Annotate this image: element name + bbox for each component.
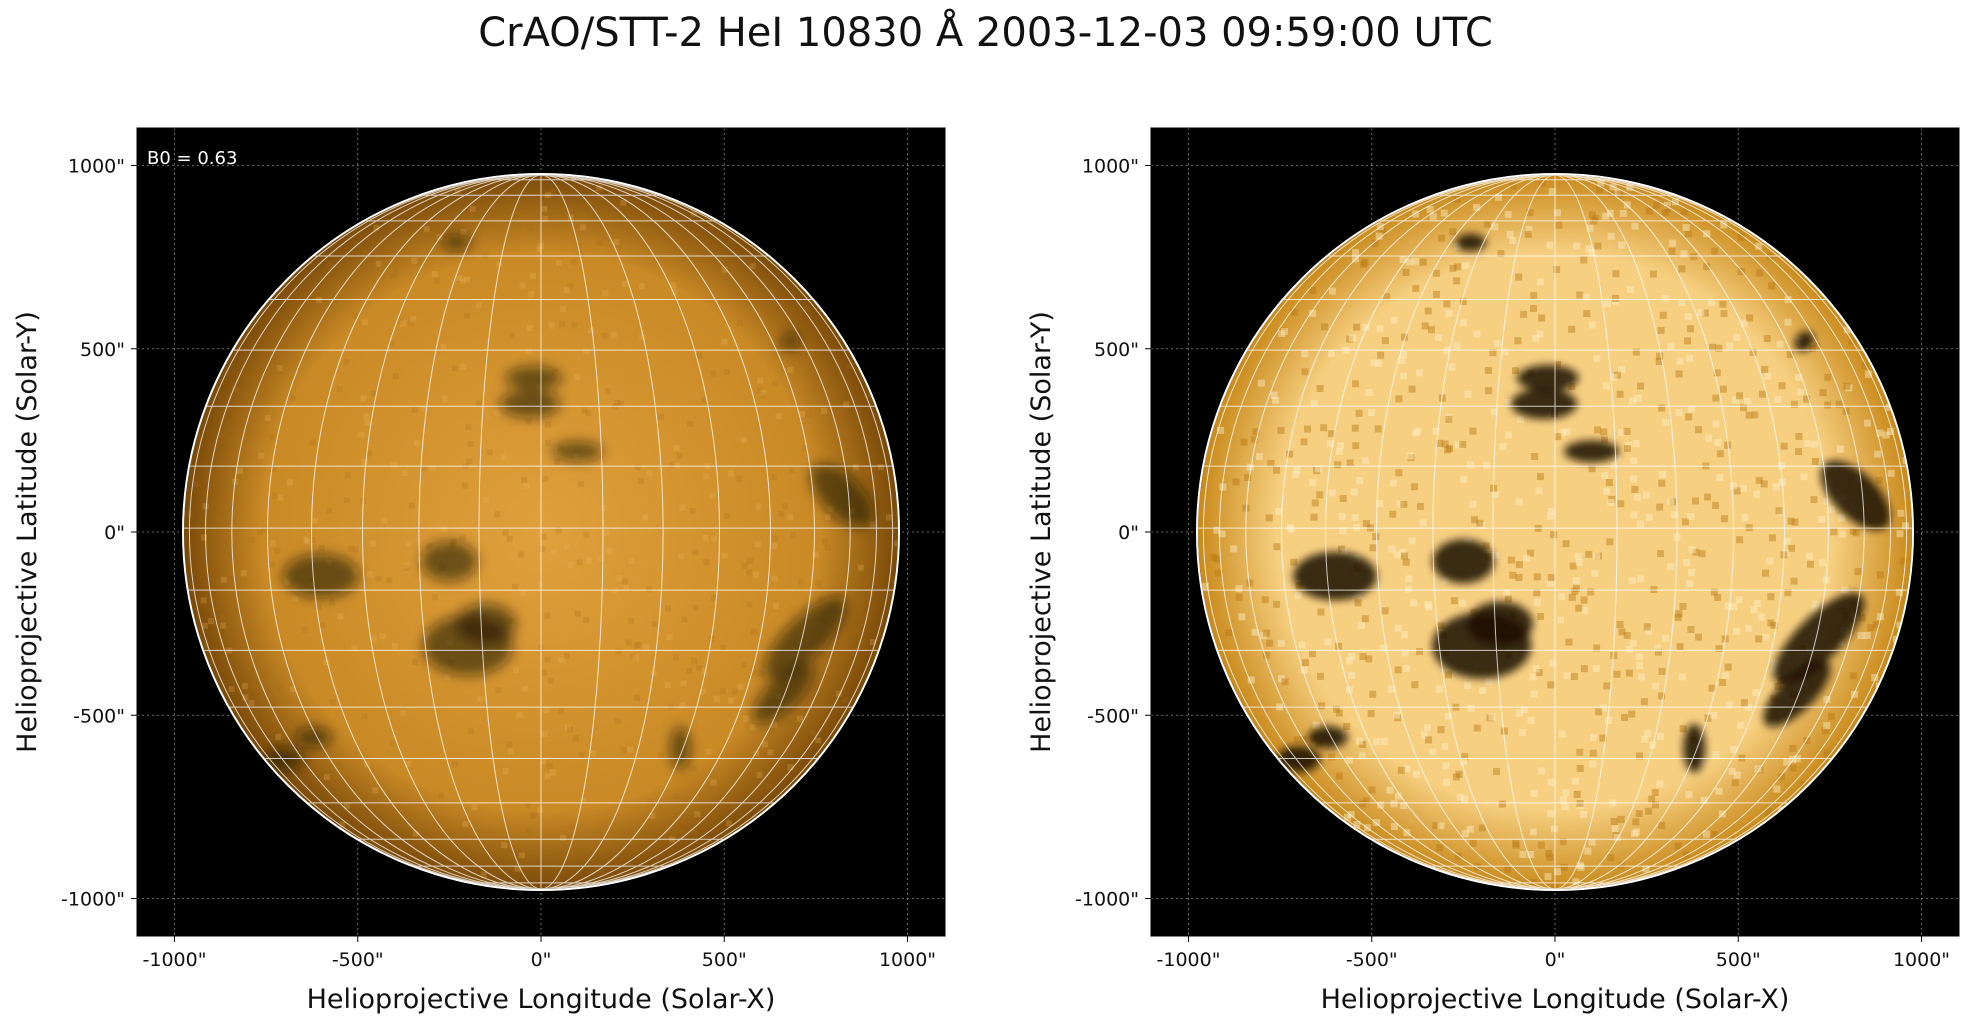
left-solar-image: -1000" -500" 0" 500" 1000" 1000" 500" 0" -500" -1… (12, 127, 946, 1015)
y-tick-label: 500" (1094, 339, 1139, 361)
y-tick-label: -1000" (61, 889, 125, 911)
x-tick-label: 0" (531, 949, 552, 971)
x-axis-label: Helioprojective Longitude (Solar-X) (307, 984, 776, 1015)
y-tick-label: 1000" (1082, 156, 1139, 178)
heliographic-grid (184, 175, 898, 889)
y-tick-label: 1000" (68, 156, 125, 178)
left-panel: -1000" -500" 0" 500" 1000" 1000" 500" 0" -500" -1… (0, 0, 950, 1026)
y-axis-label: Helioprojective Latitude (Solar-Y) (1026, 311, 1057, 753)
x-tick-label: -500" (332, 949, 384, 971)
x-tick-label: 0" (1545, 949, 1566, 971)
figure-title: CrAO/STT-2 HeI 10830 Å 2003-12-03 09:59:… (478, 10, 1493, 56)
limb-outline (1196, 173, 1914, 891)
right-solar-image: -1000" -500" 0" 500" 1000" 1000" 500" 0" -500" -1… (1026, 127, 1960, 1015)
limb-outline (182, 173, 900, 891)
y-axis-label: Helioprojective Latitude (Solar-Y) (12, 311, 43, 753)
filaments (264, 234, 874, 772)
x-tick-label: 500" (702, 949, 747, 971)
x-tick-label: 1000" (879, 949, 936, 971)
x-tick-label: 1000" (1893, 949, 1950, 971)
y-tick-label: 0" (1118, 522, 1139, 544)
filaments (1276, 233, 1891, 773)
heliographic-grid (1198, 175, 1912, 889)
x-axis-label: Helioprojective Longitude (Solar-X) (1321, 984, 1790, 1015)
x-tick-label: 500" (1716, 949, 1761, 971)
right-panel: -1000" -500" 0" 500" 1000" 1000" 500" 0" -500" -1… (1014, 0, 1964, 1026)
y-tick-label: 500" (80, 339, 125, 361)
y-tick-label: 0" (104, 522, 125, 544)
y-tick-label: -1000" (1075, 889, 1139, 911)
x-tick-label: -1000" (1157, 949, 1221, 971)
disk-texture (1201, 179, 1910, 889)
x-tick-label: -1000" (143, 949, 207, 971)
y-tick-label: -500" (1087, 705, 1139, 727)
b0-annotation: B0 = 0.63 (147, 148, 237, 169)
x-tick-label: -500" (1346, 949, 1398, 971)
y-tick-label: -500" (73, 705, 125, 727)
